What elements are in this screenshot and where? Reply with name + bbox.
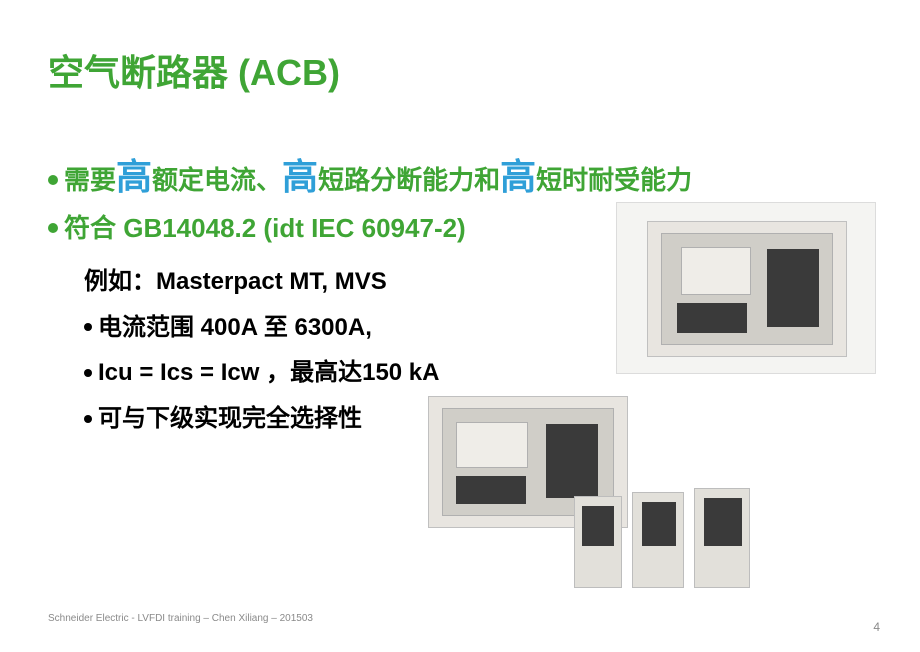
l1-seg3: 短路分断能力和 xyxy=(318,165,500,195)
sub-bullet-icon xyxy=(84,323,92,331)
bullet-icon xyxy=(48,175,58,185)
l1-hi3: 高 xyxy=(500,156,536,197)
l1-seg4: 短时耐受能力 xyxy=(536,165,692,195)
sub-range-text: 电流范围 400A 至 6300A, xyxy=(98,314,372,341)
l1-seg1: 需要 xyxy=(64,165,116,195)
l1-seg2: 额定电流、 xyxy=(152,165,282,195)
l2-text: 符合 GB14048.2 (idt IEC 60947-2) xyxy=(64,213,466,243)
product-image-bottom xyxy=(398,396,758,596)
page-number: 4 xyxy=(873,620,880,634)
product-image-top xyxy=(616,202,876,374)
sub-bullet-icon xyxy=(84,369,92,377)
bullet-icon xyxy=(48,223,58,233)
sub-icu-text: Icu = Ics = Icw ，最高达150 kA xyxy=(98,359,439,386)
sub-bullet-icon xyxy=(84,415,92,423)
bullet-line-1: 需要高额定电流、高短路分断能力和高短时耐受能力 xyxy=(48,148,868,206)
slide: 空气断路器 (ACB) 需要高额定电流、高短路分断能力和高短时耐受能力 符合 G… xyxy=(0,0,920,652)
sub-select-text: 可与下级实现完全选择性 xyxy=(98,405,362,432)
title-text: 空气断路器 (ACB) xyxy=(48,52,340,93)
l1-hi2: 高 xyxy=(282,156,318,197)
l1-hi1: 高 xyxy=(116,156,152,197)
footer-credit: Schneider Electric - LVFDI training – Ch… xyxy=(48,613,313,624)
slide-title: 空气断路器 (ACB) xyxy=(48,44,340,96)
